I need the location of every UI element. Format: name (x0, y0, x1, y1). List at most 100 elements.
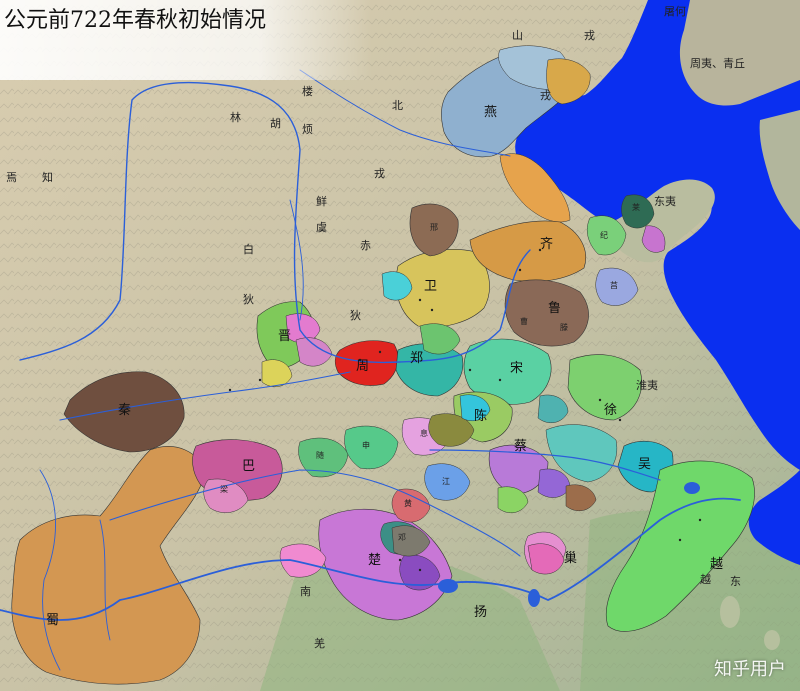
state-brown-small (565, 484, 597, 512)
sea-bohai (515, 0, 800, 470)
label-linhu-1: 林 (230, 111, 241, 124)
label-state-sui: 随 (316, 451, 324, 460)
state-jiang-area (424, 463, 471, 501)
label-state-cao: 曹 (520, 317, 528, 326)
label-state-lu: 鲁 (548, 301, 562, 316)
label-state-yue: 越 (710, 557, 724, 572)
label-state-jin: 晋 (278, 329, 292, 344)
river-min (99, 519, 111, 641)
label-state-xi: 息 (420, 429, 428, 438)
label-xianyu-1: 鲜 (316, 195, 327, 208)
liaodong-peninsula (679, 0, 800, 106)
state-lai-area (621, 194, 655, 229)
island (764, 630, 780, 650)
river-huai (429, 449, 661, 481)
label-state-chao: 巢 (564, 551, 578, 566)
southeast-lowland (580, 500, 800, 691)
state-lu-area (504, 279, 589, 347)
map-title: 公元前722年春秋初始情况 (4, 8, 266, 33)
state-green-mid (419, 323, 461, 355)
state-huang-area (391, 488, 431, 523)
label-baiyue-2: 东 (730, 575, 741, 588)
label-linhu-2: 胡 (270, 117, 281, 130)
label-nanman: 南 (300, 585, 311, 598)
label-baidi-1: 白 (243, 243, 254, 256)
label-baiyue-1: 越 (700, 573, 711, 586)
river-yellow (19, 81, 531, 364)
label-state-jiang: 江 (442, 477, 450, 486)
label-state-zheng: 郑 (410, 351, 424, 366)
state-pink-chu-west (279, 543, 327, 578)
label-state-chen: 陈 (474, 409, 488, 424)
state-green-small (497, 486, 529, 514)
label-state-huang: 黄 (404, 499, 412, 508)
title-panel (0, 0, 372, 80)
state-yellow-west (261, 359, 293, 388)
lake-poyang (528, 589, 540, 607)
label-state-wu: 吴 (638, 457, 652, 472)
state-yue-area (605, 460, 755, 632)
state-olive-area (428, 413, 475, 447)
island (720, 596, 740, 628)
state-qin-area (63, 371, 185, 453)
label-state-qi: 齐 (540, 237, 554, 252)
label-loufan-2: 烦 (302, 123, 313, 136)
state-xing-area (409, 203, 459, 257)
label-shanrong-1: 山 (512, 29, 523, 42)
label-state-chu: 楚 (368, 553, 382, 568)
state-song-area (463, 338, 552, 405)
label-state-shen: 申 (362, 441, 370, 450)
river-sanggan (299, 69, 511, 157)
label-state-liang: 梁 (220, 485, 228, 494)
river-fen (289, 199, 304, 321)
label-state-song: 宋 (510, 361, 524, 376)
river-wei (59, 371, 351, 421)
label-state-ji: 纪 (600, 231, 608, 240)
label-state-cai: 蔡 (514, 439, 528, 454)
label-beirong-1: 北 (392, 99, 403, 112)
state-cyan-north (381, 271, 413, 301)
label-state-deng: 邓 (398, 533, 406, 542)
state-pink-north (285, 313, 321, 343)
label-state-yang: 扬 (474, 605, 488, 620)
label-state-teng: 滕 (560, 323, 568, 332)
state-gray-area (391, 525, 431, 557)
state-liang-area (203, 478, 249, 513)
rivers (0, 69, 741, 671)
river-han (109, 469, 521, 557)
shandong-peninsula (609, 179, 715, 263)
label-state-shu: 蜀 (46, 613, 60, 628)
label-state-yan: 燕 (484, 105, 498, 120)
label-state-lai: 莱 (632, 203, 640, 212)
state-qi-area (469, 220, 586, 282)
label-yizhi-1: 焉 (6, 171, 17, 184)
label-qiang: 羌 (314, 637, 325, 650)
state-zhou-area (334, 340, 399, 386)
label-state-xing: 邢 (430, 223, 438, 232)
river-jialing (39, 469, 61, 671)
lake-dongting (438, 579, 458, 593)
lake-taihu (684, 482, 700, 494)
state-ju-area (595, 267, 639, 306)
state-huaiyi-area (545, 424, 618, 483)
state-cyan-small (459, 394, 491, 421)
label-beirong-2: 戎 (374, 167, 385, 180)
state-chao-area (527, 543, 565, 575)
state-wei-area (395, 249, 490, 328)
southern-lowland (260, 552, 560, 691)
state-purple-east (641, 225, 666, 253)
state-purple-inner (399, 554, 441, 591)
label-zhouyi: 周夷、青丘 (690, 57, 745, 70)
label-chidi-1: 赤 (360, 239, 371, 252)
river-yangtze (0, 497, 741, 621)
label-state-zhou: 周 (356, 359, 370, 374)
label-state-wei: 卫 (424, 279, 438, 294)
label-shanrong-2: 戎 (584, 29, 595, 42)
label-state-xu: 徐 (604, 403, 618, 418)
label-rong-north: 戎 (540, 89, 551, 102)
state-teal-small (537, 394, 569, 424)
label-state-qin: 秦 (118, 403, 132, 418)
label-dongyi: 东夷 (654, 195, 676, 208)
